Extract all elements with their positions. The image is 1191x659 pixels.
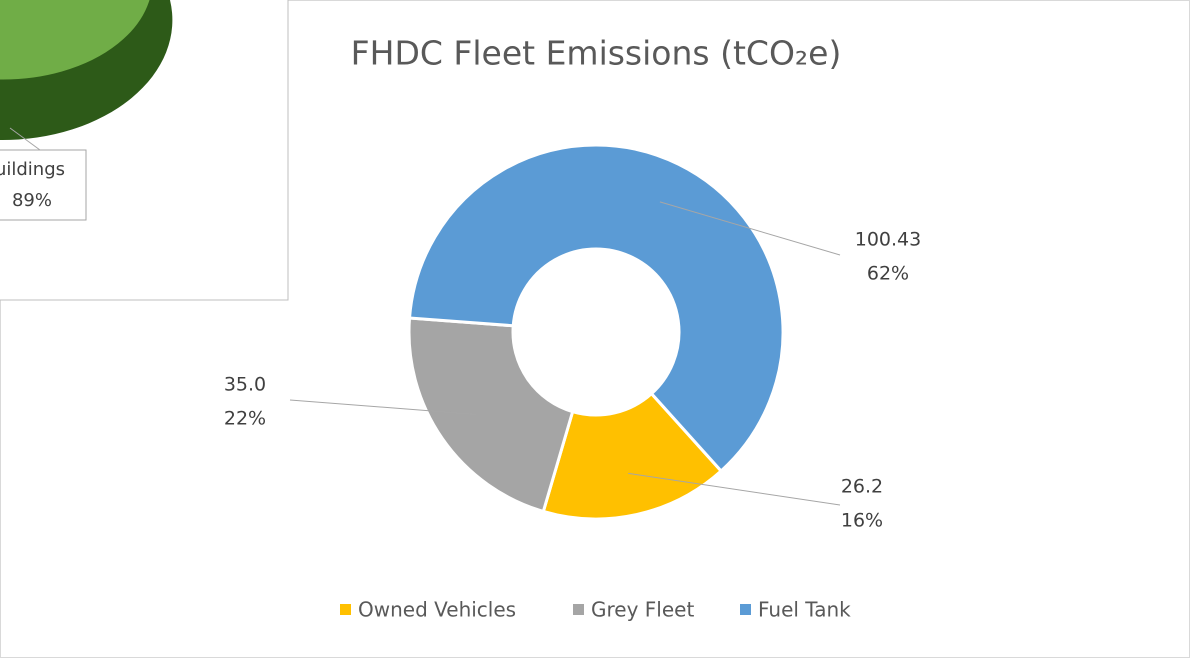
data-label-value: 35.0	[224, 374, 266, 396]
data-label-value: 26.2	[841, 476, 883, 498]
leader-line	[9, 127, 41, 151]
legend-swatch	[340, 604, 351, 615]
donut-slice	[407, 143, 785, 474]
leader-line	[659, 201, 841, 256]
pie-slice	[0, 0, 151, 81]
background-chart: uildings 89%	[0, 0, 289, 301]
data-label-percent: 16%	[841, 510, 883, 532]
data-label-value: 100.43	[855, 229, 921, 251]
legend-swatch	[573, 604, 584, 615]
legend-label: Fuel Tank	[758, 598, 851, 622]
leader-line	[628, 472, 841, 506]
legend-swatch	[740, 604, 751, 615]
legend-label: Grey Fleet	[591, 598, 694, 622]
leader-line	[289, 399, 477, 415]
data-label-percent: 22%	[224, 408, 266, 430]
legend-label: Owned Vehicles	[358, 598, 516, 622]
data-label-box	[0, 149, 87, 221]
data-label-category: uildings	[0, 159, 65, 180]
donut-slice	[541, 391, 724, 521]
chart-title: FHDC Fleet Emissions (tCO₂e)	[351, 34, 842, 73]
donut-chart: FHDC Fleet Emissions (tCO₂e) 26.2 16% 35.0…	[224, 34, 921, 622]
data-label-percent: 62%	[867, 263, 909, 285]
data-label-value: 89%	[12, 190, 52, 211]
donut-slice	[407, 316, 575, 514]
